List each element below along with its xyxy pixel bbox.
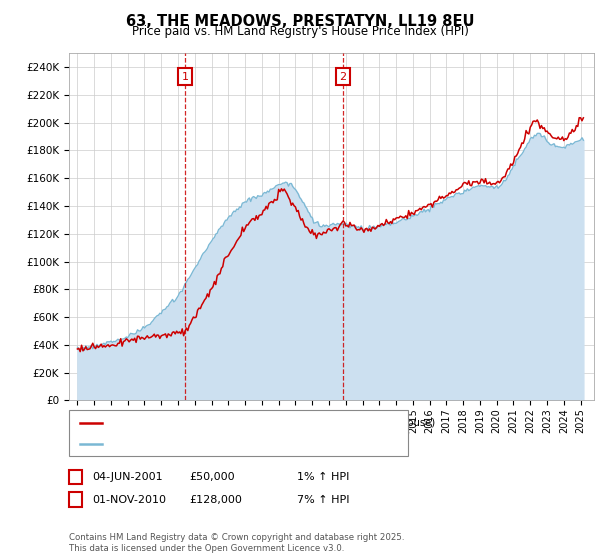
Text: 1% ↑ HPI: 1% ↑ HPI [297,472,349,482]
Text: Price paid vs. HM Land Registry's House Price Index (HPI): Price paid vs. HM Land Registry's House … [131,25,469,38]
Text: 04-JUN-2001: 04-JUN-2001 [92,472,163,482]
Text: 7% ↑ HPI: 7% ↑ HPI [297,494,349,505]
Text: £50,000: £50,000 [189,472,235,482]
Text: £128,000: £128,000 [189,494,242,505]
Text: 1: 1 [72,472,79,482]
Text: 1: 1 [182,72,189,82]
Text: Contains HM Land Registry data © Crown copyright and database right 2025.
This d: Contains HM Land Registry data © Crown c… [69,533,404,553]
Text: 01-NOV-2010: 01-NOV-2010 [92,494,166,505]
Text: 63, THE MEADOWS, PRESTATYN, LL19 8EU: 63, THE MEADOWS, PRESTATYN, LL19 8EU [126,14,474,29]
Text: 63, THE MEADOWS, PRESTATYN, LL19 8EU (semi-detached house): 63, THE MEADOWS, PRESTATYN, LL19 8EU (se… [106,418,436,428]
Text: 2: 2 [340,72,346,82]
Text: 2: 2 [72,494,79,505]
Text: HPI: Average price, semi-detached house, Denbighshire: HPI: Average price, semi-detached house,… [106,439,385,449]
